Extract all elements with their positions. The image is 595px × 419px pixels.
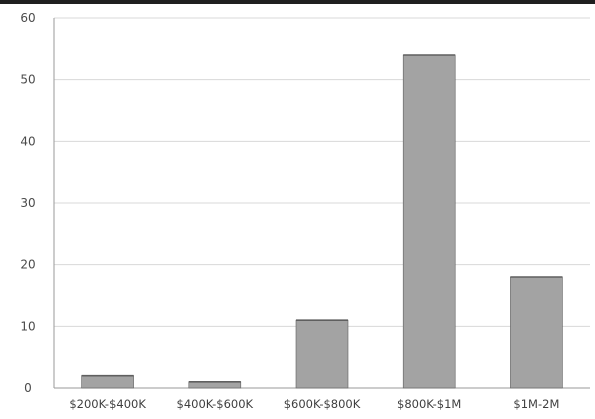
y-tick-label: 10 bbox=[20, 319, 35, 333]
top-border bbox=[0, 0, 595, 4]
bars-layer bbox=[81, 54, 563, 389]
y-tick-label: 40 bbox=[20, 134, 35, 148]
x-category-label: $1M-2M bbox=[513, 397, 559, 411]
y-tick-label: 0 bbox=[24, 381, 32, 395]
x-axis-labels: $200K-$400K $400K-$600K $600K-$800K $800K-$… bbox=[69, 397, 559, 411]
bar-2 bbox=[295, 319, 349, 389]
y-tick-label: 30 bbox=[20, 196, 35, 210]
y-axis-labels: 0 10 20 30 40 50 60 bbox=[20, 11, 35, 395]
x-category-label: $400K-$600K bbox=[177, 397, 254, 411]
grid-layer bbox=[53, 17, 590, 389]
y-tick-label: 20 bbox=[20, 258, 35, 272]
bar-4 bbox=[510, 276, 563, 389]
x-category-label: $200K-$400K bbox=[69, 397, 146, 411]
x-category-label: $600K-$800K bbox=[284, 397, 361, 411]
y-tick-label: 60 bbox=[20, 11, 35, 25]
bar-1 bbox=[188, 381, 242, 389]
x-category-label: $800K-$1M bbox=[397, 397, 461, 411]
bar-0 bbox=[81, 375, 134, 389]
y-tick-label: 50 bbox=[20, 73, 35, 87]
bar-3 bbox=[402, 54, 456, 389]
